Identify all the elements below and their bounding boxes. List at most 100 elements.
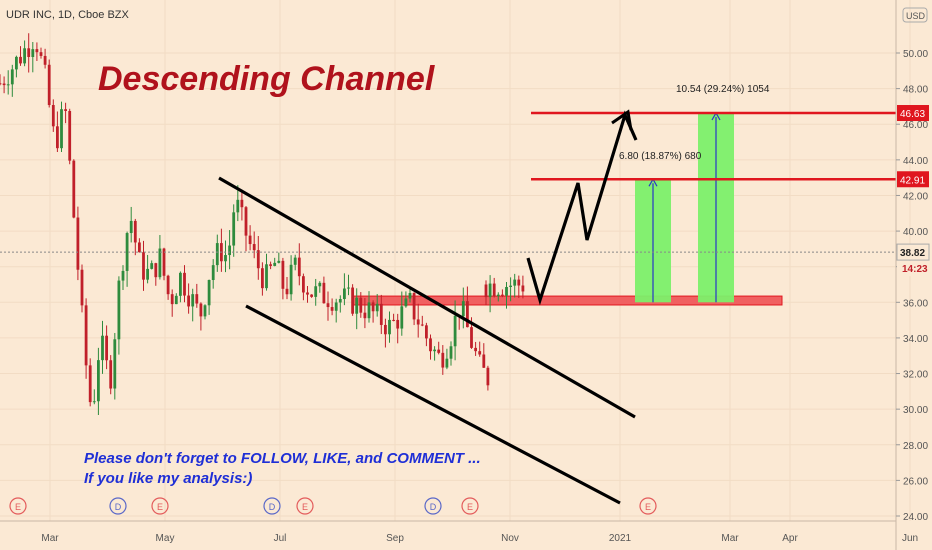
candle (158, 248, 162, 278)
candle (256, 250, 260, 269)
candle (76, 217, 80, 270)
candle (56, 126, 59, 149)
candle (150, 263, 154, 269)
target-label: 10.54 (29.24%) 1054 (676, 84, 770, 95)
price-axis[interactable]: 24.0026.0028.0030.0032.0034.0036.0038.00… (895, 0, 930, 550)
candle (23, 48, 26, 64)
candle (105, 335, 108, 361)
candle (359, 297, 363, 313)
candle (80, 269, 84, 306)
event-marker-label: D (269, 502, 276, 512)
candle (215, 243, 219, 266)
candle (496, 294, 500, 297)
candle (461, 301, 465, 317)
candle (478, 351, 482, 355)
candle (51, 105, 55, 127)
channel-upper-line (218, 176, 636, 419)
price-tick-label: 46.00 (903, 120, 928, 131)
candle (248, 235, 252, 245)
candle (154, 263, 158, 278)
candle (261, 268, 264, 289)
candle (388, 319, 391, 335)
candle (72, 160, 76, 218)
candle (97, 360, 100, 402)
candle (437, 349, 441, 353)
candle (486, 367, 490, 386)
candle (35, 49, 39, 53)
candle (228, 245, 231, 256)
candle (101, 335, 104, 361)
candle (392, 319, 395, 321)
candle (269, 264, 272, 266)
candle (306, 292, 309, 295)
candle (314, 286, 318, 297)
drawing-layer (351, 113, 783, 306)
candle (199, 303, 203, 317)
event-marker-label: E (157, 502, 163, 512)
countdown-box (897, 261, 929, 277)
candle (183, 272, 186, 296)
candle (347, 287, 350, 289)
price-tick-label: 30.00 (903, 405, 928, 416)
event-marker-label: E (15, 502, 21, 512)
candle (138, 242, 141, 253)
candle (521, 285, 525, 292)
candle (31, 49, 35, 57)
candle (166, 275, 170, 295)
candle (384, 324, 387, 335)
time-axis[interactable]: Mar May Jul Sep Nov 2021 Mar Apr Jun (0, 520, 918, 544)
trendline-layer[interactable]: 6.80 (18.87%) 680 10.54 (29.24%) 1054 (0, 84, 896, 505)
candle (39, 52, 43, 56)
candle (84, 305, 88, 366)
candle (404, 298, 408, 307)
event-marker-label: D (430, 502, 437, 512)
candle (133, 220, 137, 243)
candle (488, 283, 492, 298)
candle (367, 302, 371, 319)
price-tick-label: 28.00 (903, 441, 928, 452)
candle (425, 325, 428, 339)
currency-badge (902, 7, 928, 23)
candle (19, 56, 22, 64)
candle (64, 109, 67, 111)
price-label: 46.63 (900, 109, 925, 120)
price-series (0, 33, 525, 416)
projection-arrowhead (611, 109, 633, 131)
event-marker (151, 497, 169, 515)
candle (470, 327, 473, 348)
symbol-info[interactable]: UDR INC, 1D, Cboe BZX (6, 9, 129, 21)
event-marker-label: E (302, 502, 308, 512)
price-tick-label: 42.00 (903, 191, 928, 202)
candle (293, 257, 297, 265)
candle (240, 199, 244, 208)
candle (509, 285, 512, 287)
price-tick-label: 32.00 (903, 370, 928, 381)
price-tick-label: 24.00 (903, 512, 928, 523)
candle (289, 264, 293, 295)
grid-lines (0, 0, 911, 521)
candle (27, 48, 31, 57)
candle (513, 279, 517, 286)
candle (179, 272, 182, 296)
candle (338, 299, 342, 303)
candle (236, 199, 240, 213)
candle (92, 401, 96, 403)
candle (129, 220, 133, 234)
candle (318, 282, 322, 287)
candle (326, 303, 330, 308)
candle (277, 260, 281, 263)
candle (484, 284, 488, 298)
candle (0, 83, 2, 85)
candle (203, 305, 207, 317)
candle (211, 265, 215, 281)
candle (420, 324, 424, 326)
candle (232, 212, 236, 246)
candle (187, 295, 190, 307)
candle (125, 233, 129, 271)
candle (466, 301, 469, 328)
candle (363, 312, 367, 319)
price-label: 42.91 (900, 175, 925, 186)
